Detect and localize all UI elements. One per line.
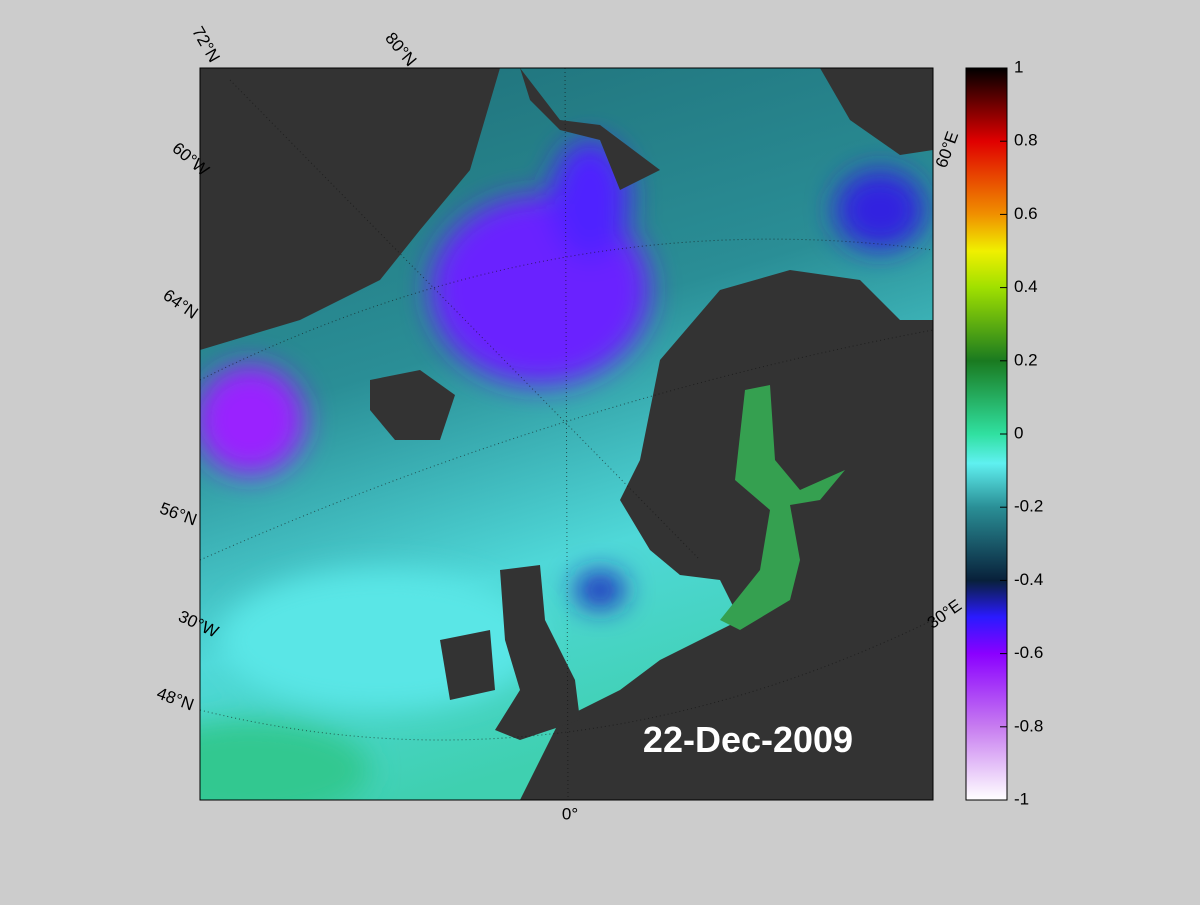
colorbar-tick-label: 0 bbox=[1014, 423, 1023, 442]
colorbar-tick-label: 0.8 bbox=[1014, 131, 1038, 150]
date-label: 22-Dec-2009 bbox=[643, 719, 853, 760]
graticule-label: 60°E bbox=[932, 129, 963, 170]
baltic-sea bbox=[720, 385, 845, 630]
iceland bbox=[370, 370, 455, 440]
colorbar-tick-label: -0.8 bbox=[1014, 716, 1043, 735]
graticule-label: 72°N bbox=[188, 23, 223, 65]
graticule bbox=[200, 329, 933, 561]
map bbox=[200, 68, 933, 800]
map-frame bbox=[199, 67, 934, 801]
graticule-label: 56°N bbox=[157, 499, 199, 530]
ireland bbox=[440, 630, 495, 700]
novaya-zemlya bbox=[820, 68, 933, 155]
anomaly-field bbox=[200, 140, 925, 800]
graticule-label: 64°N bbox=[160, 285, 202, 322]
great-britain bbox=[495, 565, 580, 740]
scandinavia-europe bbox=[520, 270, 933, 800]
colorbar-tick-label: -0.2 bbox=[1014, 497, 1043, 516]
graticule-label: 48°N bbox=[154, 684, 196, 715]
graticule-label: 0° bbox=[562, 804, 578, 823]
graticule-label: 80°N bbox=[381, 29, 420, 70]
colorbar-tick-label: -0.6 bbox=[1014, 643, 1043, 662]
colorbar-tick-label: 0.2 bbox=[1014, 350, 1038, 369]
colorbar-tick-label: 1 bbox=[1014, 57, 1023, 76]
colorbar-tick-label: -1 bbox=[1014, 789, 1029, 808]
svalbard bbox=[520, 68, 660, 190]
colorbar-tick-label: 0.6 bbox=[1014, 204, 1038, 223]
graticule bbox=[200, 238, 933, 381]
greenland bbox=[200, 68, 500, 350]
colorbar-tick-label: -0.4 bbox=[1014, 570, 1043, 589]
colorbar-tick-label: 0.4 bbox=[1014, 277, 1038, 296]
